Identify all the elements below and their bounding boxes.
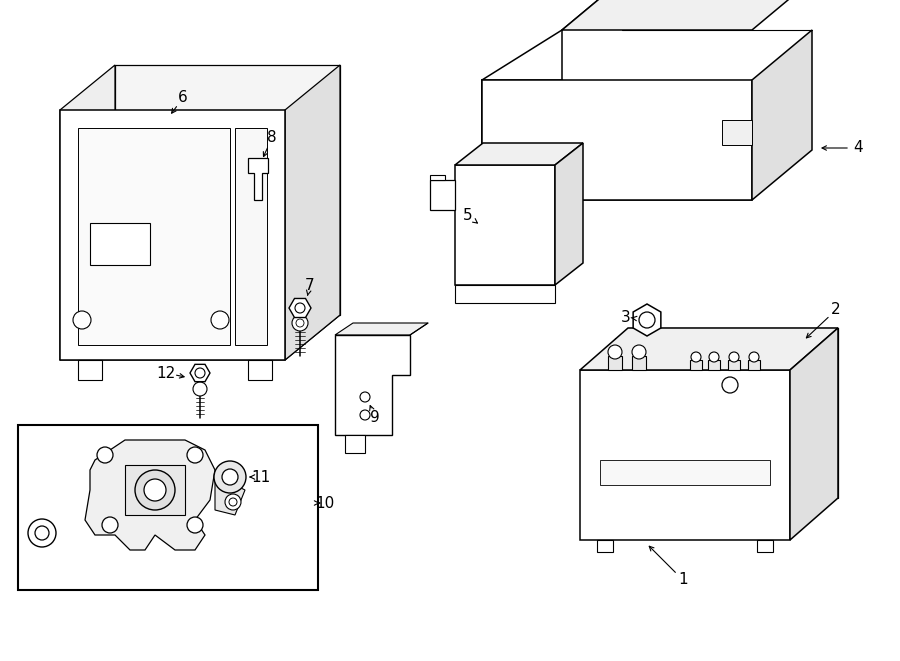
Circle shape: [296, 319, 304, 327]
Polygon shape: [728, 360, 740, 370]
Polygon shape: [562, 0, 812, 30]
Polygon shape: [215, 475, 245, 515]
Text: 7: 7: [305, 278, 315, 293]
Circle shape: [214, 461, 246, 493]
Text: 10: 10: [315, 496, 335, 510]
Polygon shape: [455, 143, 583, 165]
Text: 4: 4: [853, 141, 863, 155]
Polygon shape: [289, 299, 311, 317]
Polygon shape: [708, 360, 720, 370]
Circle shape: [722, 377, 738, 393]
Circle shape: [102, 517, 118, 533]
Polygon shape: [690, 360, 702, 370]
Circle shape: [97, 447, 113, 463]
Circle shape: [225, 494, 241, 510]
Polygon shape: [790, 328, 838, 540]
Text: 8: 8: [267, 130, 277, 145]
Circle shape: [295, 303, 305, 313]
Circle shape: [28, 519, 56, 547]
Bar: [18, 425, 318, 590]
Circle shape: [729, 352, 739, 362]
Circle shape: [211, 311, 229, 329]
Text: 11: 11: [251, 469, 271, 485]
Polygon shape: [60, 315, 340, 360]
Circle shape: [709, 352, 719, 362]
Polygon shape: [60, 110, 285, 360]
Circle shape: [187, 447, 203, 463]
Circle shape: [608, 345, 622, 359]
Polygon shape: [78, 360, 102, 380]
Polygon shape: [757, 540, 773, 552]
Circle shape: [193, 382, 207, 396]
Polygon shape: [482, 80, 752, 200]
Text: 12: 12: [157, 366, 176, 381]
Circle shape: [35, 526, 49, 540]
Polygon shape: [482, 80, 562, 200]
Polygon shape: [190, 364, 210, 381]
Circle shape: [135, 470, 175, 510]
Polygon shape: [580, 370, 790, 540]
Polygon shape: [608, 356, 622, 370]
Circle shape: [144, 479, 166, 501]
Circle shape: [749, 352, 759, 362]
Circle shape: [632, 345, 646, 359]
Polygon shape: [600, 460, 770, 485]
Polygon shape: [752, 30, 812, 200]
Polygon shape: [632, 356, 646, 370]
Circle shape: [360, 392, 370, 402]
Polygon shape: [748, 360, 760, 370]
Text: 1: 1: [679, 572, 688, 588]
Circle shape: [639, 312, 655, 328]
Polygon shape: [248, 360, 272, 380]
Polygon shape: [580, 328, 838, 370]
Polygon shape: [345, 435, 365, 453]
Text: 2: 2: [832, 303, 841, 317]
Polygon shape: [125, 465, 185, 515]
Polygon shape: [455, 285, 555, 303]
Polygon shape: [235, 128, 267, 345]
Polygon shape: [85, 440, 215, 550]
Polygon shape: [248, 158, 268, 200]
Circle shape: [73, 311, 91, 329]
Polygon shape: [633, 304, 661, 336]
Text: 6: 6: [178, 91, 188, 106]
Polygon shape: [597, 540, 613, 552]
Polygon shape: [430, 175, 445, 180]
Circle shape: [187, 517, 203, 533]
Polygon shape: [335, 323, 428, 335]
Text: 9: 9: [370, 410, 380, 426]
Circle shape: [229, 498, 237, 506]
Polygon shape: [60, 65, 115, 360]
Polygon shape: [722, 120, 752, 145]
Polygon shape: [335, 335, 410, 435]
Polygon shape: [115, 65, 340, 315]
Polygon shape: [455, 165, 555, 285]
Text: 3: 3: [621, 309, 631, 325]
Polygon shape: [90, 223, 150, 265]
Circle shape: [360, 410, 370, 420]
Circle shape: [292, 315, 308, 331]
Polygon shape: [430, 180, 455, 210]
Polygon shape: [555, 143, 583, 285]
Text: 5: 5: [464, 208, 472, 223]
Circle shape: [222, 469, 238, 485]
Circle shape: [691, 352, 701, 362]
Polygon shape: [285, 65, 340, 360]
Polygon shape: [78, 128, 230, 345]
Circle shape: [195, 368, 205, 378]
